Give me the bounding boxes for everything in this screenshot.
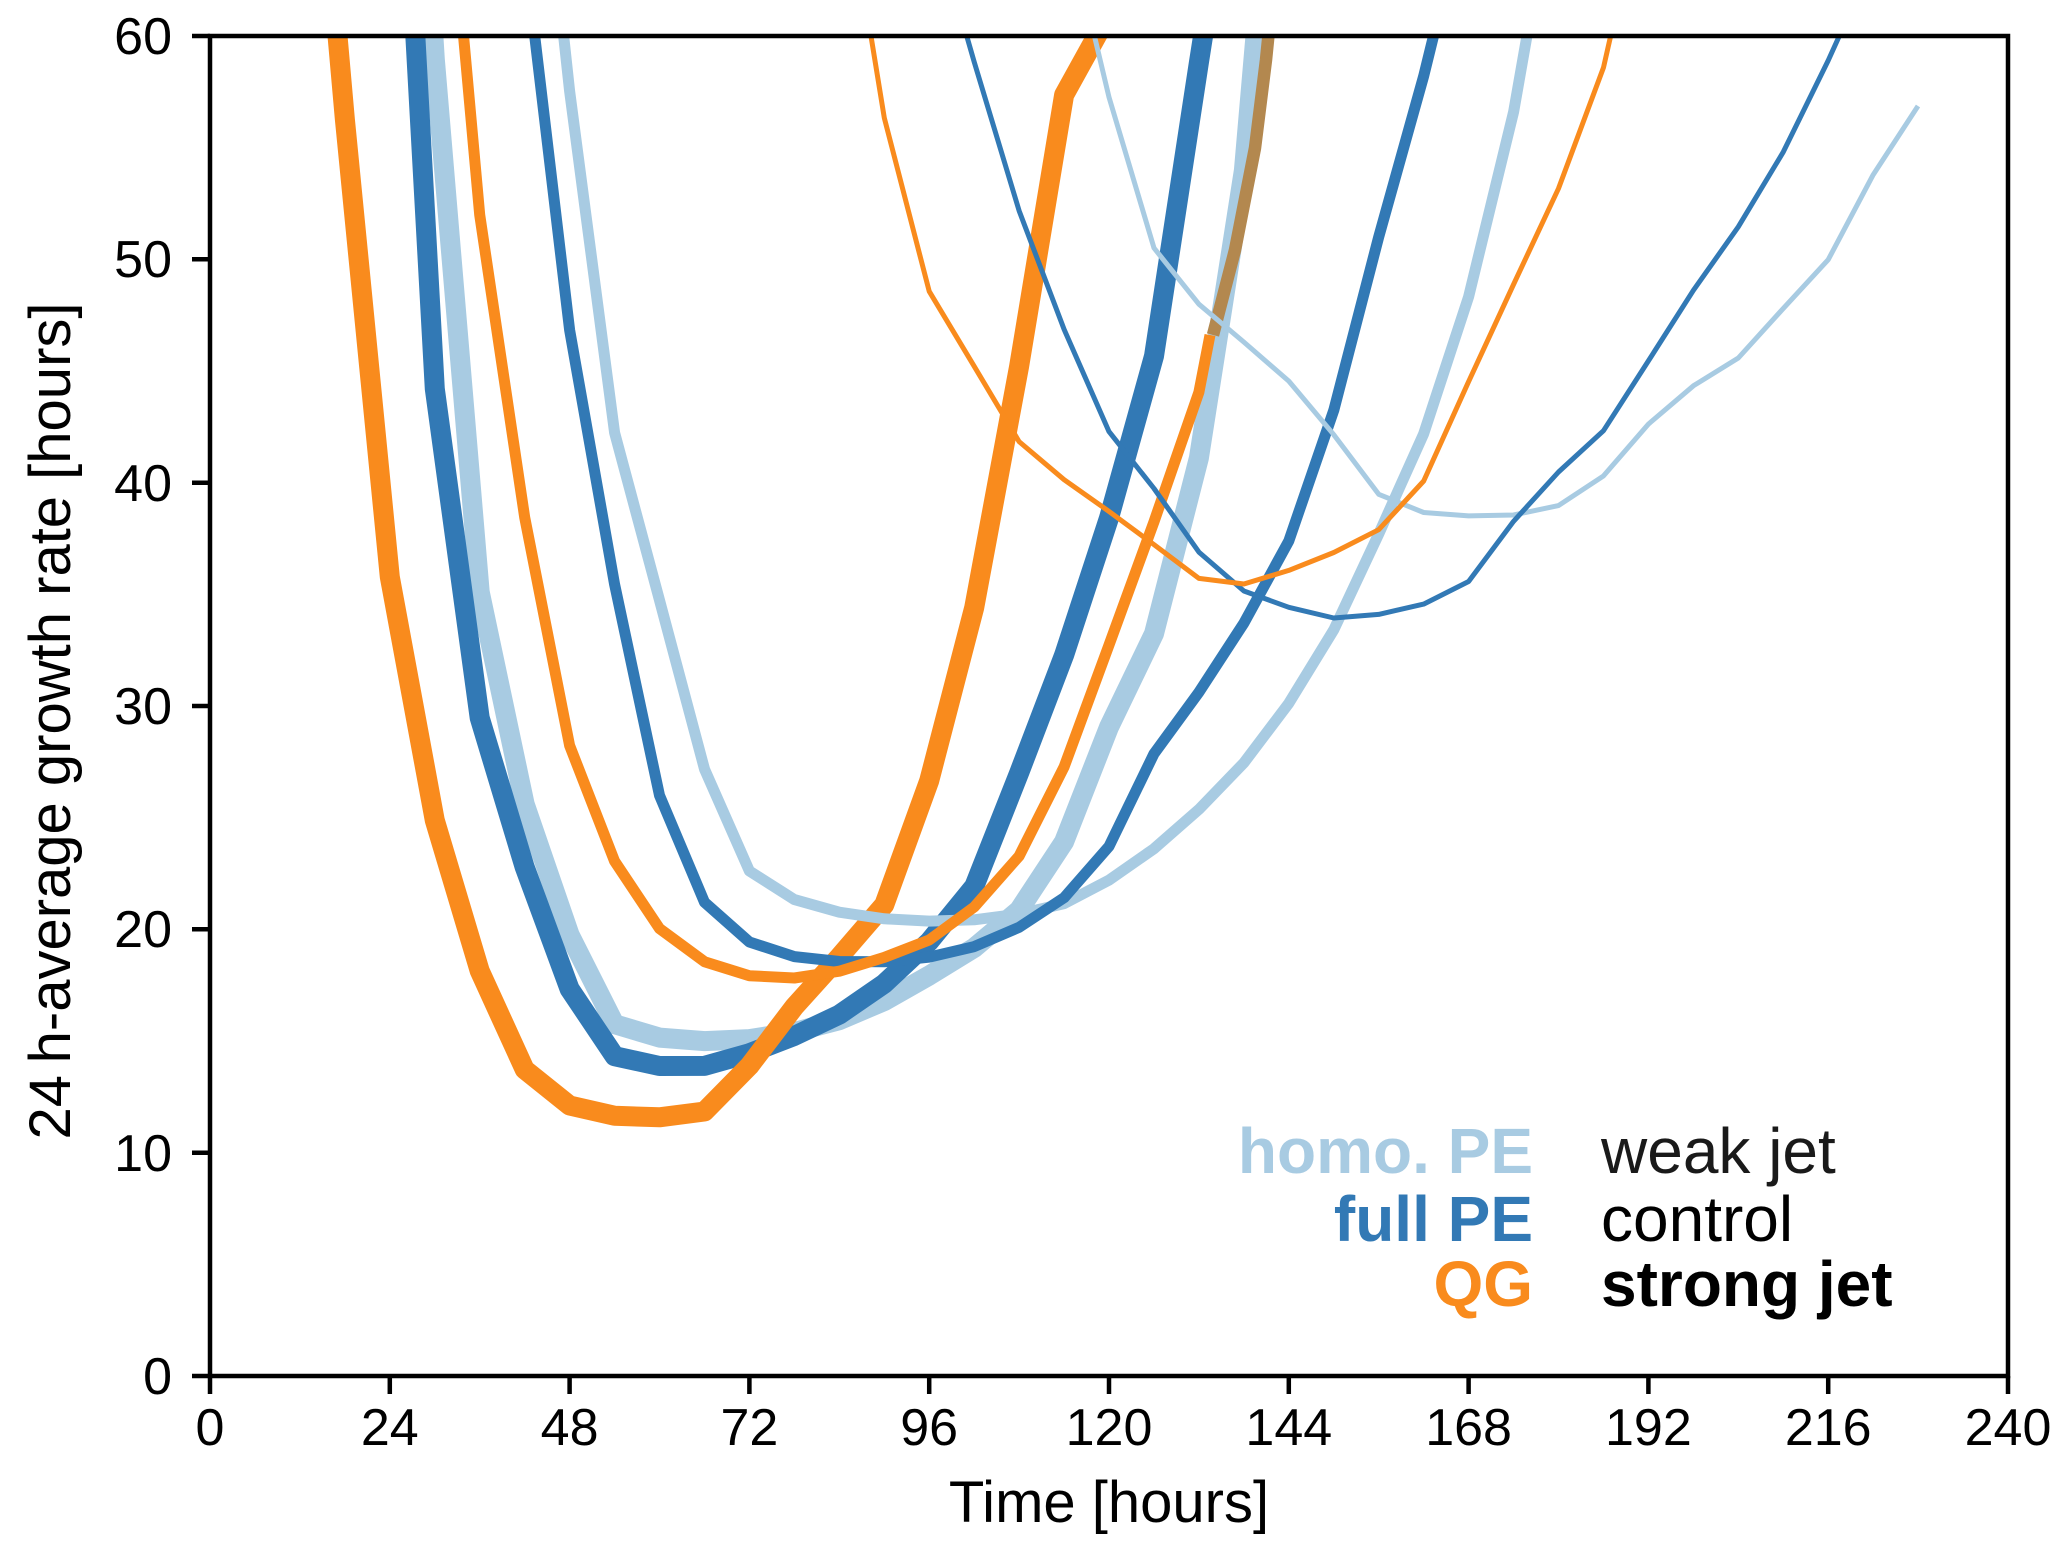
svg-text:120: 120 — [1066, 1399, 1153, 1457]
svg-text:weak jet: weak jet — [1600, 1115, 1836, 1187]
svg-text:0: 0 — [143, 1348, 172, 1406]
svg-text:216: 216 — [1785, 1399, 1872, 1457]
svg-text:240: 240 — [1965, 1399, 2052, 1457]
svg-text:30: 30 — [114, 678, 172, 736]
svg-text:homo. PE: homo. PE — [1238, 1115, 1533, 1187]
svg-text:144: 144 — [1245, 1399, 1332, 1457]
svg-text:72: 72 — [720, 1399, 778, 1457]
svg-text:48: 48 — [541, 1399, 599, 1457]
svg-text:10: 10 — [114, 1125, 172, 1183]
svg-text:control: control — [1601, 1183, 1793, 1255]
svg-text:40: 40 — [114, 455, 172, 513]
svg-text:96: 96 — [900, 1399, 958, 1457]
svg-text:strong jet: strong jet — [1601, 1248, 1893, 1320]
svg-text:60: 60 — [114, 8, 172, 66]
svg-text:24: 24 — [361, 1399, 419, 1457]
svg-text:20: 20 — [114, 901, 172, 959]
svg-text:192: 192 — [1605, 1399, 1692, 1457]
svg-text:full PE: full PE — [1334, 1183, 1533, 1255]
svg-text:24 h-average growth rate [hour: 24 h-average growth rate [hours] — [18, 303, 83, 1140]
svg-text:QG: QG — [1433, 1248, 1533, 1320]
svg-text:50: 50 — [114, 231, 172, 289]
svg-text:0: 0 — [196, 1399, 225, 1457]
svg-text:Time [hours]: Time [hours] — [949, 1470, 1269, 1535]
svg-text:168: 168 — [1425, 1399, 1512, 1457]
